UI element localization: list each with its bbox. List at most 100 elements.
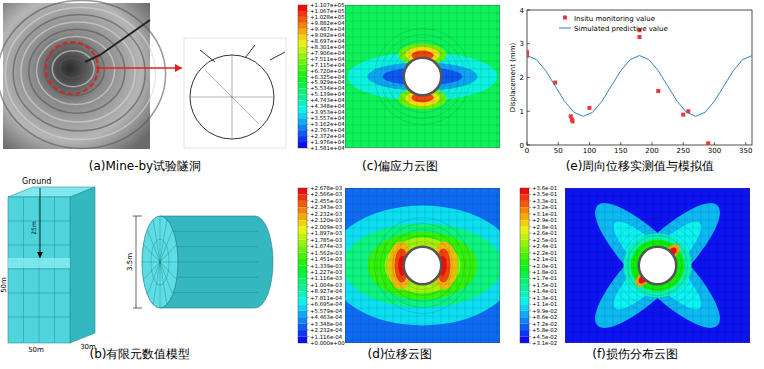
colorbar-label: +1.674e-03 <box>310 243 342 249</box>
colorbar-band <box>298 112 307 118</box>
colorbar-label: +2.5e-01 <box>532 237 557 243</box>
mesh <box>481 5 482 148</box>
mesh <box>685 188 686 343</box>
mesh-ring <box>375 29 471 125</box>
colorbar-label: +1.3e-01 <box>532 295 557 301</box>
colorbar-band <box>298 266 307 272</box>
colorbar-band <box>520 304 529 311</box>
box-mesh <box>8 245 70 246</box>
colorbar-tick <box>529 252 531 253</box>
mesh <box>345 125 500 126</box>
colorbar-band <box>298 298 307 304</box>
colorbar-label: +5.8e-02 <box>532 327 557 333</box>
cable <box>85 20 150 62</box>
colorbar-tick <box>307 94 309 95</box>
hole-ring <box>403 246 443 286</box>
colorbar-tick <box>529 291 531 292</box>
colorbar-band <box>298 311 307 317</box>
colorbar-tick <box>307 252 309 253</box>
photo-ring <box>60 58 84 78</box>
colorbar-band <box>520 317 529 323</box>
box-mesh <box>8 293 70 294</box>
mesh <box>345 29 500 30</box>
mesh <box>345 101 500 102</box>
colorbar-band <box>520 272 529 278</box>
colorbar-label: +1.897e-03 <box>310 230 342 236</box>
colorbar-band <box>520 266 529 272</box>
colorbar-label: +1.451e-03 <box>310 256 342 262</box>
mesh <box>345 196 500 197</box>
colorbar-band <box>520 188 529 194</box>
colorbar-tick <box>307 200 309 201</box>
contour-zone <box>368 232 478 300</box>
contour-zone <box>580 188 734 342</box>
x-tick-label: 200 <box>645 147 658 155</box>
colorbar-tick <box>307 271 309 272</box>
y-tick <box>527 77 530 78</box>
x-tick-label: 100 <box>583 147 596 155</box>
colorbar-tick <box>307 64 309 65</box>
mesh <box>565 204 750 205</box>
diagram-arrows <box>200 45 285 62</box>
colorbar-label: +2.566e-03 <box>310 191 342 197</box>
colorbar-band <box>520 207 529 213</box>
colorbar-label: +3.2e-01 <box>532 204 557 210</box>
colorbar-label: +3.1e-01 <box>532 211 557 217</box>
colorbar-tick <box>307 220 309 221</box>
colorbar-tick <box>307 291 309 292</box>
mesh-ring <box>610 218 706 314</box>
legend-label: Insitu monitoring value <box>574 15 655 23</box>
colorbar-label: +7.811e-04 <box>310 295 343 301</box>
colorbar-label: +8.927e-04 <box>310 288 343 294</box>
colorbar-tick <box>307 142 309 143</box>
colorbar-label: +4.5e-02 <box>532 334 557 340</box>
colorbar-tick <box>529 310 531 311</box>
photo-ring <box>52 51 94 87</box>
mesh <box>345 141 500 142</box>
plot-marks <box>527 28 752 145</box>
tunnel-band <box>8 258 70 268</box>
point <box>571 119 575 123</box>
colorbar-tick <box>529 278 531 279</box>
figure: (a)Mine-by试验隧洞Ground25m50m50m30m3.5m(b)有… <box>0 0 764 369</box>
colorbar-band <box>520 253 529 259</box>
colorbar-tick <box>307 136 309 137</box>
mesh <box>345 340 500 341</box>
y-tick-label: 0 <box>520 142 524 150</box>
colorbar-label: +1.785e-03 <box>310 237 342 243</box>
colorbar-label: +2.343e-03 <box>310 204 342 210</box>
mesh <box>345 332 500 333</box>
colorbar-tick <box>307 233 309 234</box>
colorbar-band <box>298 11 307 17</box>
colorbar-label: +2.4e-01 <box>532 243 557 249</box>
colorbar-tick <box>307 194 309 195</box>
colorbar-band <box>520 324 529 330</box>
colorbar-band <box>298 23 307 29</box>
mesh <box>489 188 490 343</box>
mesh <box>345 45 500 46</box>
depth-arrow <box>37 252 43 258</box>
y-tick-label: 2 <box>520 74 524 82</box>
mesh <box>621 188 622 343</box>
colorbar-tick <box>307 118 309 119</box>
colorbar-label: +3.348e-04 <box>310 321 343 327</box>
colorbar-tick <box>307 207 309 208</box>
colorbar-tick <box>307 297 309 298</box>
contour-zone <box>348 53 498 101</box>
colorbar: +1.107e+05+1.067e+05+1.028e+05+9.882e+04… <box>298 2 345 151</box>
colorbar-label: +2.9e-01 <box>532 217 557 223</box>
colorbar-frame <box>298 5 307 148</box>
colorbar-band <box>298 136 307 142</box>
colorbar-band <box>298 142 307 148</box>
mesh <box>565 300 750 301</box>
colorbar-tick <box>307 40 309 41</box>
mesh <box>693 188 694 343</box>
colorbar-tick <box>529 265 531 266</box>
hole-ring <box>638 246 678 286</box>
point <box>588 106 592 110</box>
mesh-ring <box>393 236 453 296</box>
contour-zone <box>345 206 500 326</box>
photo-ring <box>0 0 166 148</box>
colorbar-band <box>520 240 529 246</box>
x-tick <box>620 142 621 145</box>
